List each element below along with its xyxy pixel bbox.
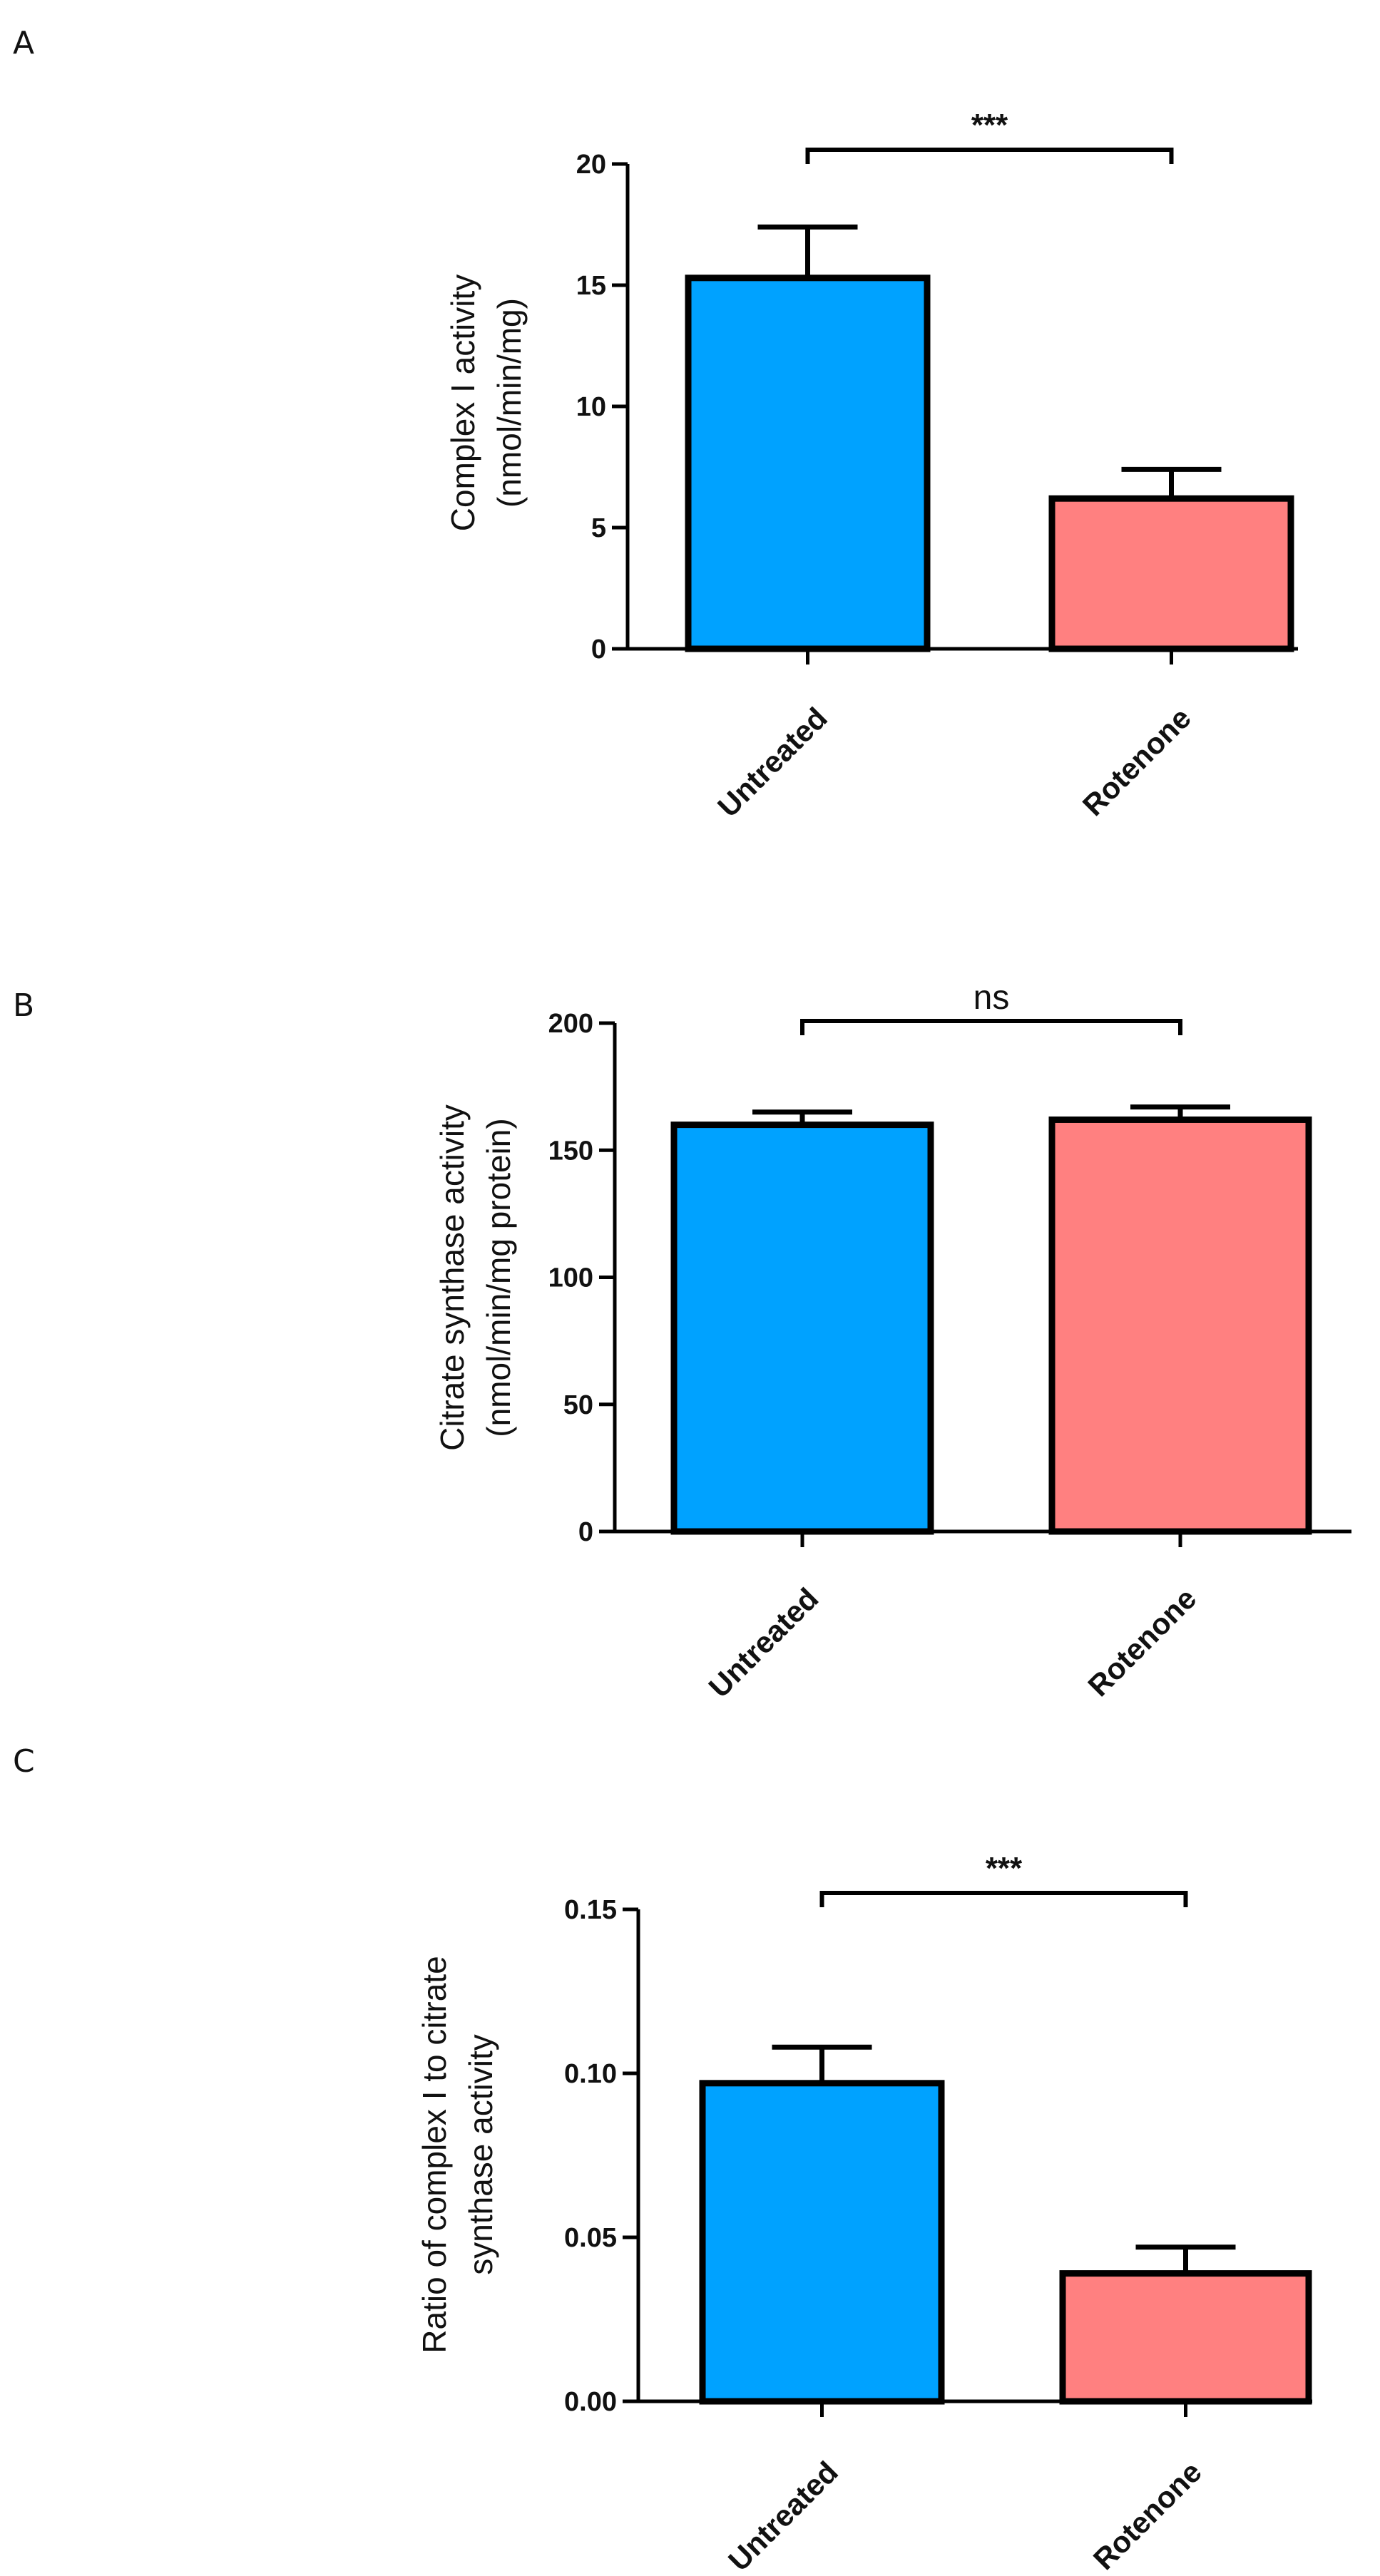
y-tick-label: 100 [548,1263,593,1293]
bar-untreated [685,274,931,652]
significance-label: *** [986,1851,1023,1886]
bar-rotenone [1059,2270,1312,2405]
x-category-label-untreated: Untreated [702,1581,825,1704]
y-tick-label: 0.00 [564,2387,617,2417]
bar-rotenone [1048,495,1294,652]
y-tick-label: 0.05 [564,2223,617,2253]
bar-untreated [699,2080,945,2405]
y-tick-label: 50 [563,1390,593,1420]
chart-panel-b: B 0 50 100 150 200 Untreated Rotenone Citrate sy… [13,979,1351,1704]
x-category-label-rotenone: Rotenone [1087,2455,1208,2576]
x-category-label-rotenone: Rotenone [1076,701,1197,822]
y-tick-label: 10 [576,392,606,422]
chart-panel-a: A 0 5 10 15 20 Untreated Rotenone Complex I acti… [13,25,1298,823]
chart-panel-c: C 0.00 0.05 0.10 0.15 Untreated Rotenone Ratio … [13,1743,1312,2576]
panel-letter: C [13,1743,35,1780]
y-tick-label: 0 [578,1517,593,1547]
bar-rotenone [1048,1116,1312,1535]
y-axis-title-line: (nmol/min/mg protein) [480,1118,517,1437]
y-tick-label: 150 [548,1136,593,1166]
y-tick-label: 200 [548,1009,593,1039]
x-category-label-untreated: Untreated [722,2455,844,2576]
y-axis-title-line: Ratio of complex I to citrate [416,1956,453,2353]
significance-bracket [819,1891,1188,1907]
y-tick-label: 0.15 [564,1895,617,1925]
y-axis-title-line: Complex I activity [444,274,481,531]
y-tick-label: 20 [576,150,606,180]
significance-label: *** [971,108,1008,143]
y-tick-label: 0.10 [564,2059,617,2089]
y-tick-label: 5 [591,513,606,543]
y-tick-label: 0 [591,635,606,664]
panel-letter: B [13,987,34,1024]
x-category-label-untreated: Untreated [711,701,834,823]
significance-bracket [805,148,1174,164]
y-axis-title-line: synthase activity [462,2034,499,2274]
x-category-label-rotenone: Rotenone [1081,1581,1202,1703]
y-axis-title-line: Citrate synthase activity [434,1104,471,1451]
bar-untreated [670,1122,934,1535]
significance-bracket [800,1019,1182,1035]
y-axis-title-line: (nmol/min/mg) [491,298,528,508]
significance-label: ns [973,979,1010,1017]
y-tick-label: 15 [576,271,606,301]
panel-letter: A [13,25,34,61]
